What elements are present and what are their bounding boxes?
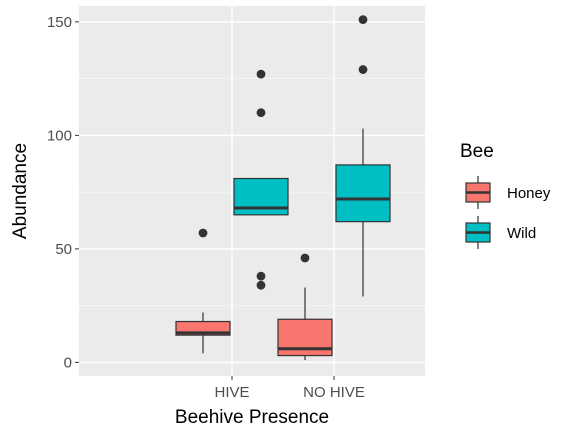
box-honey-no-hive <box>277 253 333 361</box>
legend-label: Wild <box>507 225 536 242</box>
y-axis-title: Abundance <box>10 143 31 239</box>
box-wild-hive <box>233 69 289 290</box>
x-axis-ticks: HIVE NO HIVE <box>214 376 365 401</box>
outlier-point <box>256 108 266 118</box>
y-tick-label: 50 <box>55 241 72 258</box>
boxes <box>175 15 391 361</box>
legend-label: Honey <box>507 185 551 202</box>
outlier-point <box>198 228 208 238</box>
outlier-point <box>358 15 368 25</box>
legend-item-wild: Wild <box>465 216 536 249</box>
outlier-point <box>256 271 266 281</box>
box-body <box>335 164 391 223</box>
x-tick-label: NO HIVE <box>303 384 365 401</box>
legend: Bee Honey Wild <box>460 141 551 249</box>
y-tick-label: 100 <box>47 127 72 144</box>
y-tick-label: 150 <box>47 14 72 31</box>
outlier-point <box>300 253 310 263</box>
outlier-point <box>358 65 368 74</box>
outlier-point <box>256 69 266 79</box>
box-honey-hive <box>175 228 231 354</box>
y-tick-label: 0 <box>64 354 72 371</box>
outlier-point <box>256 280 266 290</box>
box-wild-no-hive <box>335 15 391 297</box>
legend-item-honey: Honey <box>465 176 551 209</box>
y-axis-ticks: 0 50 100 150 <box>47 14 79 371</box>
x-axis-title: Beehive Presence <box>175 407 329 428</box>
legend-title: Bee <box>460 141 494 162</box>
x-tick-label: HIVE <box>214 384 249 401</box>
